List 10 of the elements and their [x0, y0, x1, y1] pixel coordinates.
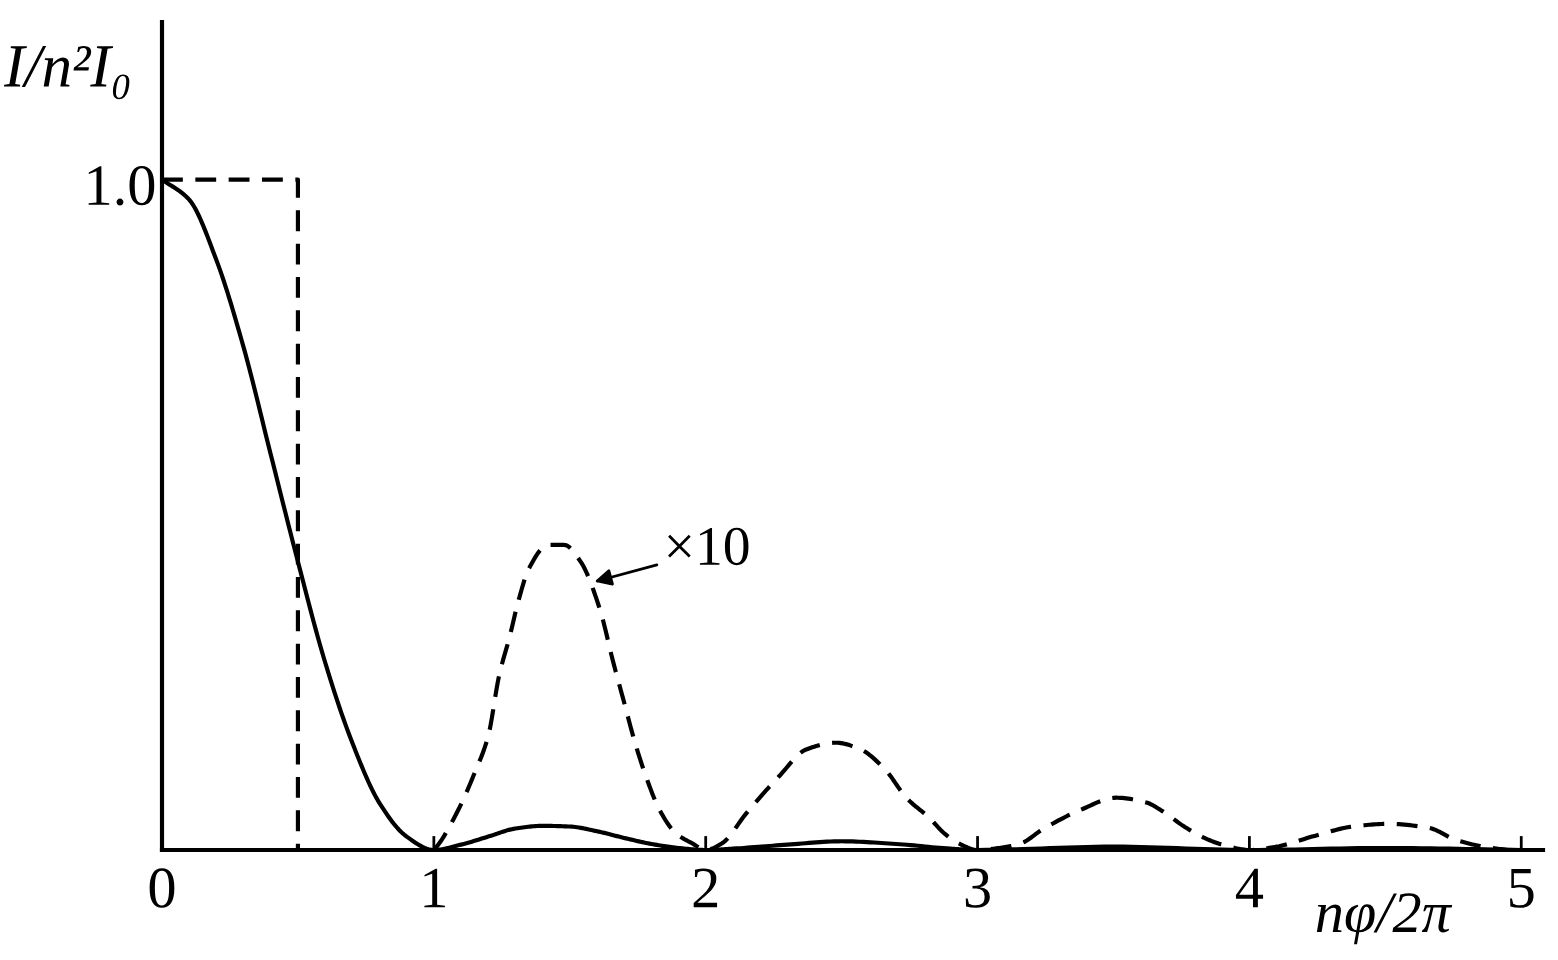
x-tick-label: 1: [424, 868, 445, 908]
annotation: ×10: [668, 527, 749, 566]
x-tick-label: 2: [693, 868, 718, 908]
x-tick-label: 0: [149, 868, 175, 908]
x-tick-label: 3: [965, 868, 990, 908]
x-tick-label: 4: [1235, 868, 1264, 908]
x-tick-label: 5: [1510, 868, 1534, 908]
y-axis-title: I/n²I₀: [3, 46, 130, 100]
x-axis-title: nφ/2π: [1316, 893, 1453, 945]
annotation: 1.0: [88, 165, 155, 206]
